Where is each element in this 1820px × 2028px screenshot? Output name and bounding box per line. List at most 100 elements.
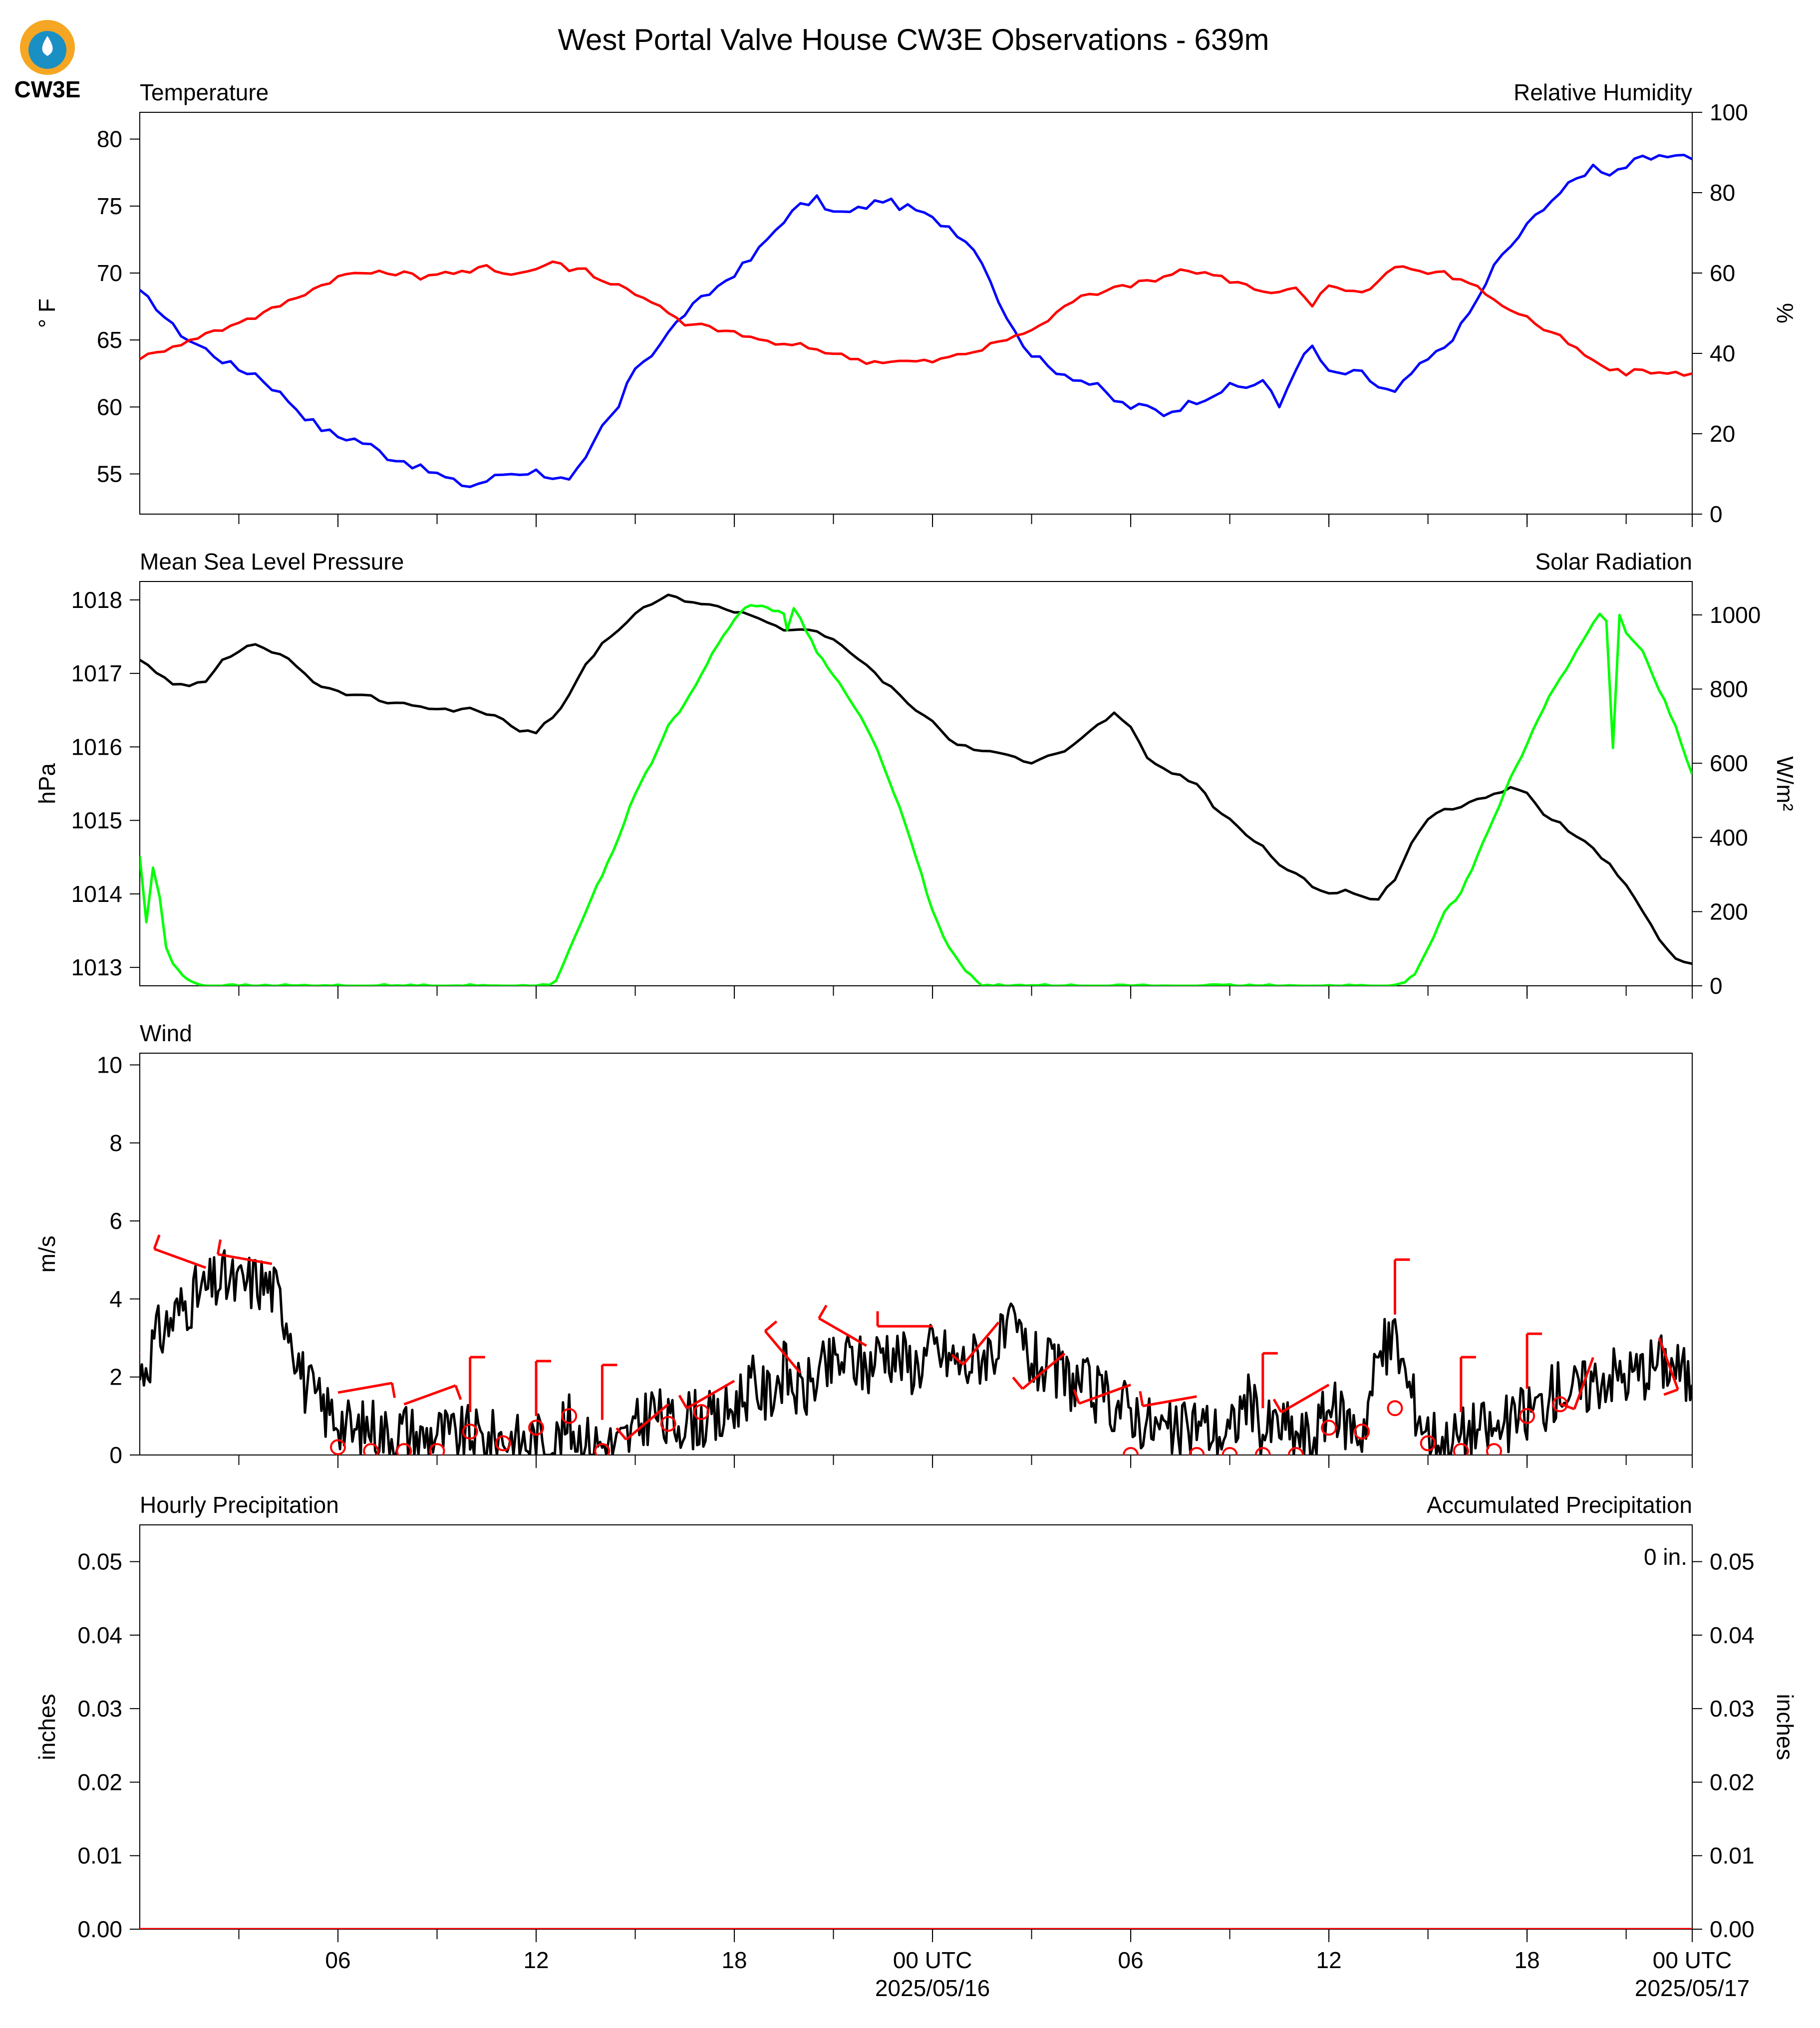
- panel-left-title: Mean Sea Level Pressure: [140, 549, 404, 575]
- panel-right-title: Solar Radiation: [1535, 549, 1692, 575]
- y-tick-label-left: 1016: [71, 734, 122, 760]
- y-tick-label-right: 0.04: [1710, 1622, 1755, 1648]
- wind-barb: [337, 1382, 392, 1394]
- y-axis-label-left: hPa: [34, 763, 60, 804]
- accumulated-precip-total: 0 in.: [1644, 1544, 1687, 1570]
- water-drop-icon: [42, 36, 53, 56]
- y-tick-label-left: 0.00: [77, 1916, 122, 1942]
- calm-wind-circle: [1486, 1443, 1502, 1455]
- y-tick-label-right: 400: [1710, 825, 1748, 851]
- wind-barb-flag: [1073, 1389, 1081, 1404]
- y-tick-label-right: 0.03: [1710, 1696, 1755, 1722]
- calm-wind-circle: [396, 1443, 412, 1455]
- y-tick-label-right: 100: [1710, 99, 1748, 125]
- calm-wind-circle: [429, 1443, 445, 1455]
- calm-wind-circle: [693, 1404, 709, 1421]
- y-tick-label-left: 8: [109, 1130, 122, 1156]
- y-axis-label-right: W/m²: [1772, 756, 1798, 811]
- wind-barb: [764, 1330, 802, 1374]
- wind-barb: [1573, 1357, 1594, 1410]
- y-tick-label-left: 80: [97, 126, 122, 152]
- wind-barb: [818, 1317, 867, 1347]
- calm-wind-circle: [528, 1420, 545, 1436]
- x-tick-label: 06: [325, 1947, 350, 1973]
- wind-barb-flag: [818, 1304, 828, 1319]
- y-tick-label-left: 6: [109, 1208, 122, 1234]
- plot-area: [140, 593, 1692, 986]
- y-tick-label-right: 200: [1710, 898, 1748, 924]
- calm-wind-circle: [1552, 1396, 1568, 1413]
- calm-wind-circle: [1321, 1420, 1337, 1436]
- wind-barb: [686, 1380, 735, 1410]
- y-tick-label-right: 0: [1710, 501, 1723, 527]
- panel-left-title: Temperature: [140, 79, 269, 105]
- plot-frame: [139, 112, 1693, 515]
- y-tick-label-right: 1000: [1710, 602, 1761, 628]
- y-tick-label-right: 0.05: [1710, 1549, 1755, 1575]
- x-tick-label: 12: [523, 1947, 549, 1973]
- calm-wind-circle: [1387, 1400, 1403, 1417]
- y-tick-label-right: 40: [1710, 340, 1735, 366]
- x-tick-label: 06: [1118, 1947, 1144, 1973]
- wind-barb-flag: [951, 1354, 964, 1366]
- wind-barb: [1142, 1395, 1197, 1408]
- wind-barb-flag: [390, 1383, 396, 1398]
- wind-barb: [154, 1247, 207, 1269]
- wind-barb: [403, 1384, 456, 1406]
- y-tick-label-left: 4: [109, 1286, 122, 1312]
- y-tick-label-left: 0.03: [77, 1696, 122, 1722]
- x-date-label: 2025/05/17: [1635, 1975, 1750, 2001]
- wind-barb-flag: [1272, 1399, 1283, 1413]
- y-tick-label-right: 20: [1710, 421, 1735, 447]
- calm-wind-circle: [1221, 1447, 1238, 1455]
- y-tick-label-right: 60: [1710, 260, 1735, 286]
- y-tick-label-right: 600: [1710, 750, 1748, 776]
- y-tick-label-left: 0.04: [77, 1622, 122, 1648]
- series-line-relative-humidity: [140, 260, 1692, 377]
- calm-wind-circle: [1123, 1447, 1139, 1455]
- calm-wind-circle: [363, 1443, 379, 1455]
- panel-left-title: Hourly Precipitation: [140, 1492, 339, 1518]
- calm-wind-circle: [1519, 1408, 1535, 1424]
- wind-barb: [1078, 1383, 1131, 1405]
- calm-wind-circle: [1254, 1447, 1271, 1455]
- panel-pressure-solar: Mean Sea Level Pressure Solar Radiation 10…: [34, 549, 1798, 999]
- plot-frame: [139, 1053, 1693, 1455]
- panel-temperature-humidity: Temperature Relative Humidity 55 60 65 70 75 80…: [34, 79, 1798, 527]
- wind-barb: [625, 1403, 669, 1441]
- wind-barb-flag: [153, 1234, 161, 1250]
- wind-barb: [217, 1253, 273, 1265]
- panel-wind: Wind 0 2 4 6 8 10 m/s: [34, 1020, 1693, 1468]
- y-tick-label-left: 70: [97, 260, 122, 286]
- wind-barb-flag: [1012, 1376, 1024, 1390]
- y-tick-label-left: 0: [109, 1442, 122, 1468]
- y-tick-label-right: 0.02: [1710, 1769, 1755, 1795]
- x-date-label: 2025/05/16: [875, 1975, 990, 2001]
- wind-barb-flag: [1139, 1391, 1144, 1407]
- wind-barb-flag: [615, 1427, 627, 1441]
- y-axis-label-left: m/s: [34, 1235, 60, 1272]
- figure-title: West Portal Valve House CW3E Observation…: [558, 23, 1269, 56]
- plot-area: [140, 1234, 1692, 1455]
- plot-area: [140, 154, 1692, 488]
- calm-wind-circle: [330, 1439, 346, 1455]
- y-tick-label-left: 75: [97, 193, 122, 219]
- series-line-mean-sea-level-pressure: [140, 593, 1692, 965]
- y-axis-label-left: inches: [34, 1694, 60, 1760]
- wind-barb: [1280, 1384, 1330, 1414]
- y-tick-label-left: 0.01: [77, 1843, 122, 1869]
- y-tick-label-left: 0.02: [77, 1769, 122, 1795]
- cw3e-logo: CW3E: [14, 20, 80, 102]
- calm-wind-circle: [561, 1408, 578, 1424]
- x-tick-label: 18: [1515, 1947, 1540, 1973]
- plot-frame: [139, 1524, 1693, 1930]
- calm-wind-circle: [1420, 1435, 1436, 1451]
- y-tick-label-right: 0.01: [1710, 1843, 1755, 1869]
- calm-wind-circle: [660, 1416, 676, 1432]
- y-tick-label-left: 55: [97, 461, 122, 487]
- wind-barb: [140, 1352, 141, 1354]
- wind-barb: [962, 1321, 1000, 1366]
- y-tick-label-left: 1014: [71, 881, 122, 907]
- y-axis-label-left: ° F: [34, 298, 60, 328]
